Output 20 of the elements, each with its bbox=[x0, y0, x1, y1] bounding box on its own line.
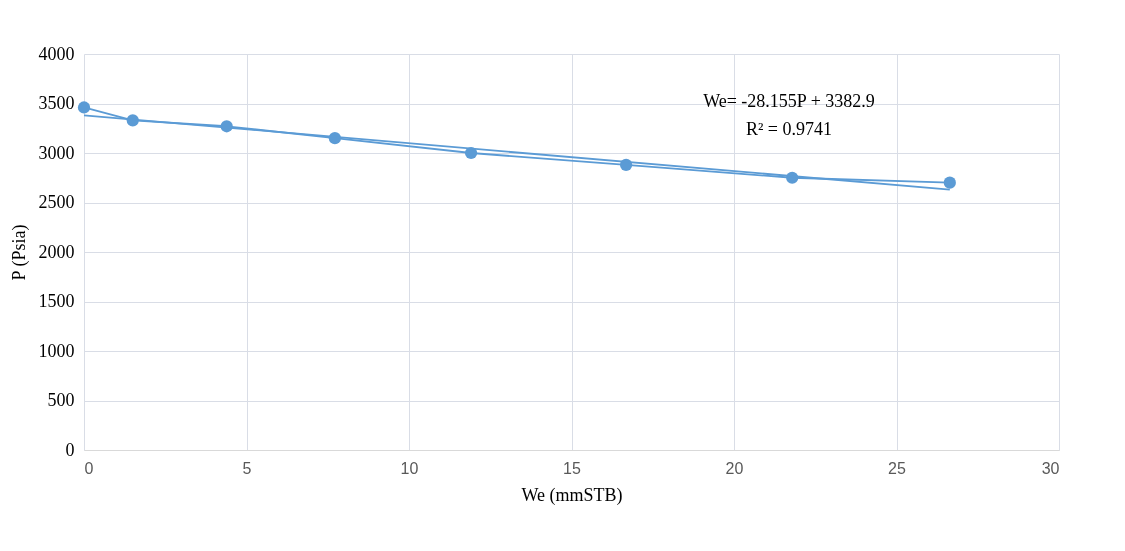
y-tick-label: 3500 bbox=[38, 93, 75, 113]
annotation: R² = 0.9741 bbox=[745, 119, 833, 139]
y-tick-label: 2500 bbox=[38, 192, 75, 212]
y-tick-label: 1000 bbox=[38, 340, 75, 361]
x-tick-label: 0 bbox=[84, 459, 94, 477]
x-tick-label: 20 bbox=[725, 459, 744, 477]
x-tick-label: 30 bbox=[1041, 459, 1060, 477]
x-tick-label: 10 bbox=[400, 459, 419, 477]
y-tick-label: 3000 bbox=[38, 142, 75, 163]
y-tick-label: 0 bbox=[65, 439, 75, 460]
y-tick-label: 2000 bbox=[38, 241, 75, 262]
annotation: We= -28.155P + 3382.9 bbox=[703, 91, 875, 111]
y-tick-label: 1500 bbox=[38, 291, 75, 311]
x-tick-label: 25 bbox=[888, 459, 906, 477]
x-axis-title: We (mmSTB) bbox=[521, 484, 623, 506]
x-tick-label: 5 bbox=[242, 459, 252, 477]
y-axis-title: P (Psia) bbox=[8, 224, 30, 281]
y-tick-label: 500 bbox=[47, 390, 75, 410]
y-tick-label: 4000 bbox=[38, 43, 75, 64]
x-tick-label: 15 bbox=[563, 459, 581, 477]
